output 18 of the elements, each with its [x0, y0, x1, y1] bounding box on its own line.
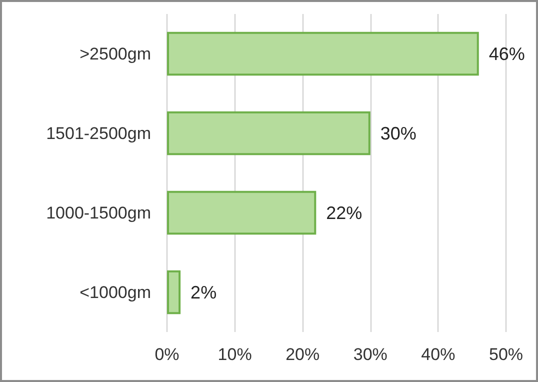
bar [167, 32, 479, 76]
data-label: 30% [380, 123, 416, 144]
data-label: 46% [488, 44, 525, 64]
x-tick-label: 30% [353, 345, 388, 364]
bar [167, 270, 181, 314]
x-tick-label: 10% [218, 345, 252, 364]
bar [167, 111, 370, 156]
x-tick-label: 50% [488, 345, 524, 364]
x-tick-label: 40% [421, 345, 456, 364]
x-tick-label: 0% [154, 345, 180, 364]
bar [167, 190, 316, 235]
y-tick-label: 1000-1500gm [46, 203, 151, 222]
y-tick-label: >2500gm [80, 44, 151, 64]
data-label: 2% [190, 282, 217, 302]
y-tick-label: 1501-2500gm [46, 124, 151, 143]
data-label: 22% [326, 202, 362, 223]
y-tick-label: <1000gm [80, 282, 151, 302]
x-tick-label: 20% [286, 345, 320, 364]
